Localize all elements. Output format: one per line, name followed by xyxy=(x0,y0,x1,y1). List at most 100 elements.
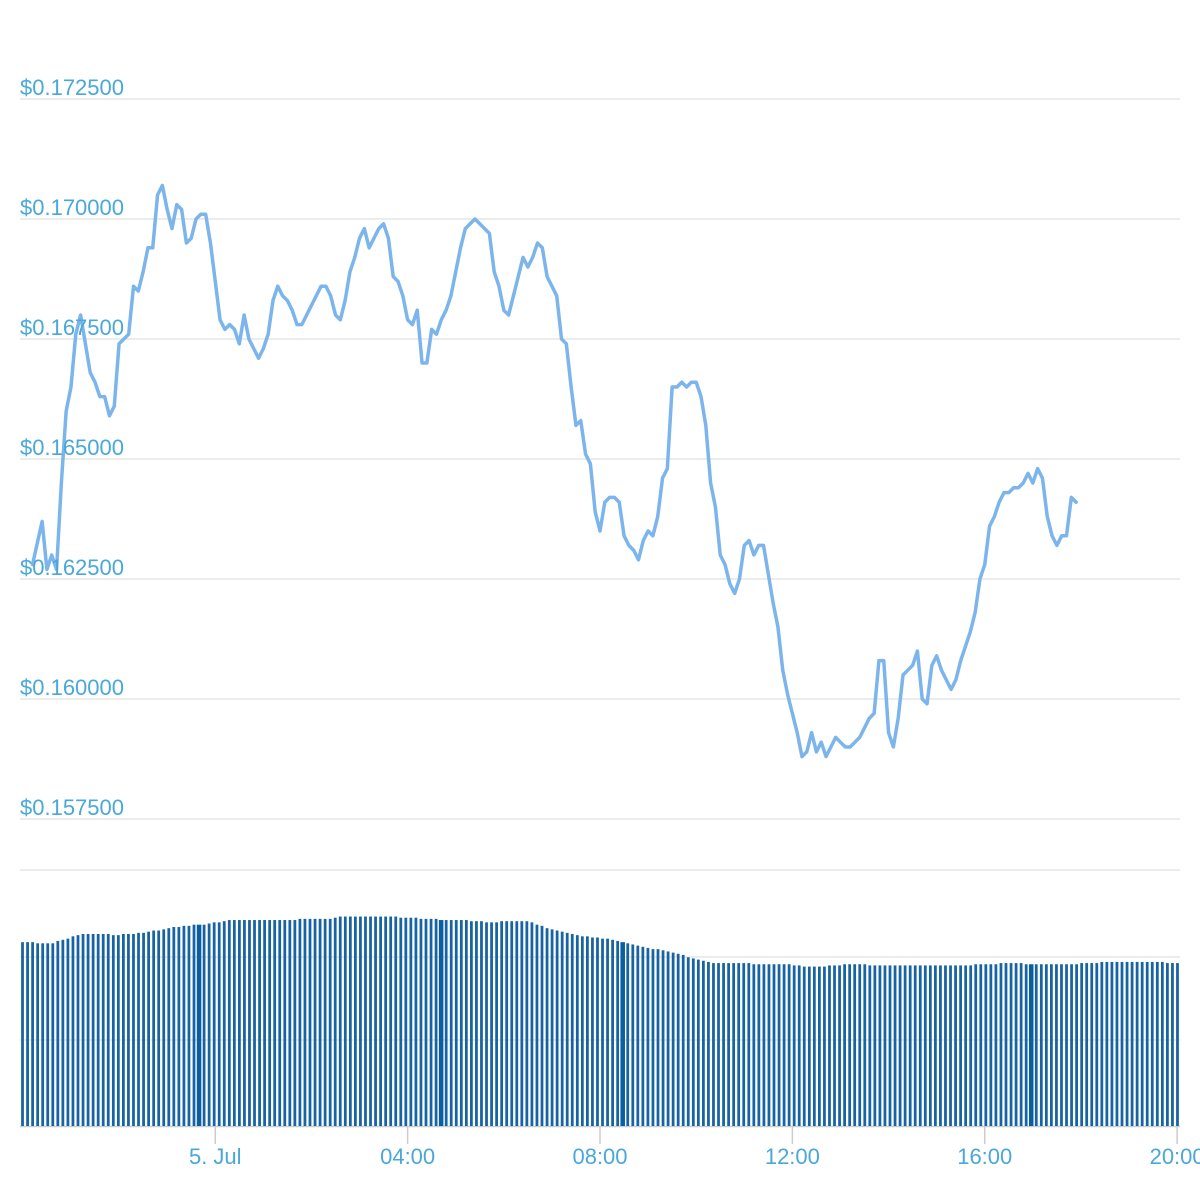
volume-bar xyxy=(343,916,347,1126)
volume-bar xyxy=(646,947,650,1126)
x-tick-label: 08:00 xyxy=(572,1144,627,1169)
volume-bar xyxy=(792,965,796,1126)
volume-bar xyxy=(923,965,927,1126)
volume-bar xyxy=(454,920,458,1126)
volume-bar xyxy=(379,916,382,1126)
y-tick-label: $0.160000 xyxy=(20,675,124,700)
volume-bar xyxy=(348,916,352,1126)
volume-bar xyxy=(1065,964,1068,1126)
y-tick-label: $0.170000 xyxy=(20,195,124,220)
volume-bar xyxy=(217,922,221,1126)
volume-bar xyxy=(196,924,202,1126)
volume-bar xyxy=(560,931,564,1126)
volume-bar xyxy=(843,964,846,1126)
volume-bar xyxy=(620,942,625,1126)
volume-bar xyxy=(580,936,584,1126)
volume-bar xyxy=(636,945,640,1126)
volume-bar xyxy=(606,938,609,1126)
volume-bar xyxy=(374,916,377,1126)
volume-bar xyxy=(555,930,559,1126)
volume-bar xyxy=(354,916,357,1126)
volume-bar xyxy=(419,918,423,1126)
volume-bar xyxy=(500,921,504,1126)
volume-bar xyxy=(596,937,599,1126)
volume-bar xyxy=(394,916,398,1126)
volume-bar xyxy=(742,963,746,1126)
volume-bar xyxy=(591,937,594,1126)
volume-bar xyxy=(1145,961,1149,1126)
volume-bar xyxy=(928,965,932,1126)
volume-bar xyxy=(1160,961,1164,1126)
volume-bar xyxy=(681,954,685,1126)
volume-bar xyxy=(939,965,942,1126)
volume-bar xyxy=(717,963,720,1126)
volume-bar xyxy=(1130,961,1134,1126)
volume-bar xyxy=(994,964,998,1126)
volume-bar xyxy=(732,963,736,1126)
volume-bar xyxy=(979,964,983,1126)
price-line xyxy=(30,183,1078,759)
volume-bar xyxy=(570,934,574,1126)
volume-bar xyxy=(232,920,236,1126)
volume-bar xyxy=(318,918,322,1126)
volume-bar xyxy=(1024,964,1028,1126)
volume-bar xyxy=(475,921,478,1126)
volume-bar xyxy=(686,957,690,1126)
volume-bar xyxy=(1050,964,1053,1126)
volume-bar xyxy=(550,929,554,1126)
volume-bar xyxy=(81,934,85,1126)
volume-bar xyxy=(505,921,509,1126)
volume-bar xyxy=(883,965,887,1126)
volume-bar xyxy=(641,946,645,1126)
volume-bar xyxy=(31,942,34,1126)
volume-bar xyxy=(96,934,100,1126)
volume-bar xyxy=(384,916,388,1126)
volume-bar xyxy=(1095,963,1099,1126)
volume-bar xyxy=(616,940,620,1126)
volume-bar xyxy=(601,938,604,1126)
volume-bar xyxy=(333,917,337,1126)
volume-bar xyxy=(273,920,277,1126)
volume-bar xyxy=(969,965,973,1126)
volume-bar xyxy=(434,918,438,1126)
volume-bar xyxy=(238,920,241,1126)
volume-bar xyxy=(293,920,297,1126)
x-tick-label: 04:00 xyxy=(380,1144,435,1169)
volume-bar xyxy=(1009,963,1013,1126)
volume-bar xyxy=(414,917,418,1126)
volume-bar xyxy=(167,928,171,1126)
volume-bar xyxy=(626,943,630,1126)
volume-bar xyxy=(530,922,534,1126)
volume-bar xyxy=(878,965,882,1126)
volume-bar xyxy=(258,920,261,1126)
volume-bar xyxy=(1004,963,1008,1126)
volume-bar xyxy=(540,925,544,1126)
volume-bar xyxy=(328,918,332,1126)
volume-bar xyxy=(575,935,579,1126)
volume-bar xyxy=(86,934,90,1126)
y-tick-label: $0.172500 xyxy=(20,75,124,100)
volume-bar xyxy=(36,943,40,1126)
volume-bar xyxy=(661,950,665,1126)
volume-bar xyxy=(762,964,766,1126)
volume-bar xyxy=(147,931,150,1126)
volume-bar xyxy=(46,943,50,1126)
volume-bar xyxy=(1120,961,1124,1126)
volume-bar xyxy=(611,939,614,1126)
volume-bar xyxy=(858,964,862,1126)
volume-bar xyxy=(873,965,877,1126)
volume-bar xyxy=(1135,961,1139,1126)
volume-bar xyxy=(76,935,80,1126)
volume-bar xyxy=(964,965,968,1126)
volume-bar xyxy=(944,965,947,1126)
volume-bar xyxy=(984,964,988,1126)
x-tick-label: 12:00 xyxy=(765,1144,820,1169)
volume-bar xyxy=(1125,961,1129,1126)
volume-bar xyxy=(424,918,428,1126)
volume-bar xyxy=(1075,964,1078,1126)
volume-bar xyxy=(132,934,135,1126)
volume-bar xyxy=(202,924,206,1126)
volume-bar xyxy=(177,927,181,1126)
volume-bar xyxy=(1039,964,1043,1126)
